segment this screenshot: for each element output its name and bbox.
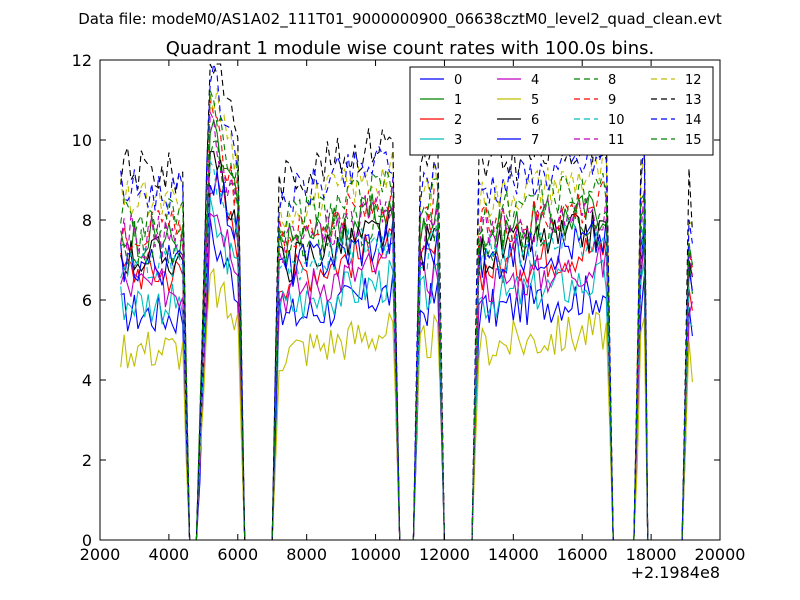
x-tick-label: 18000 <box>626 545 677 564</box>
legend-label-5: 5 <box>531 93 539 108</box>
legend-label-3: 3 <box>454 133 462 148</box>
x-tick-label: 8000 <box>286 545 327 564</box>
legend-label-15: 15 <box>685 133 702 148</box>
x-tick-label: 12000 <box>419 545 470 564</box>
legend-label-6: 6 <box>531 113 539 128</box>
series-line-11 <box>120 112 693 541</box>
legend-label-12: 12 <box>685 73 702 88</box>
x-tick-label: 4000 <box>149 545 190 564</box>
plot-frame <box>99 59 721 541</box>
legend-label-4: 4 <box>531 73 539 88</box>
series-line-15 <box>120 90 693 541</box>
x-offset-label: +2.1984e8 <box>631 563 720 582</box>
y-tick-label: 10 <box>72 131 92 150</box>
axis-ticks: 2000 4000 6000 8000 10000 12000 14000 16000 1800… <box>72 51 746 564</box>
legend-label-0: 0 <box>454 73 462 88</box>
legend-label-9: 9 <box>608 93 616 108</box>
legend-box <box>409 66 714 156</box>
legend-label-8: 8 <box>608 73 616 88</box>
y-tick-label: 0 <box>82 531 92 550</box>
y-tick-label: 12 <box>72 51 92 70</box>
data-file-suptitle: Data file: modeM0/AS1A02_111T01_90000009… <box>78 10 722 29</box>
x-tick-label: 16000 <box>557 545 608 564</box>
y-tick-label: 6 <box>82 291 92 310</box>
legend-label-11: 11 <box>608 133 625 148</box>
legend-label-10: 10 <box>608 113 625 128</box>
chart-title: Quadrant 1 module wise count rates with … <box>166 38 655 59</box>
legend-label-14: 14 <box>685 113 702 128</box>
legend-label-2: 2 <box>454 113 462 128</box>
x-tick-label: 14000 <box>488 545 539 564</box>
y-tick-label: 8 <box>82 211 92 230</box>
x-tick-label: 10000 <box>350 545 401 564</box>
y-tick-label: 2 <box>82 451 92 470</box>
x-tick-label: 6000 <box>217 545 258 564</box>
x-tick-label: 2000 <box>80 545 121 564</box>
x-tick-label: 20000 <box>695 545 746 564</box>
legend-label-7: 7 <box>531 133 539 148</box>
legend-label-1: 1 <box>454 93 462 108</box>
legend-label-13: 13 <box>685 93 702 108</box>
y-tick-label: 4 <box>82 371 92 390</box>
